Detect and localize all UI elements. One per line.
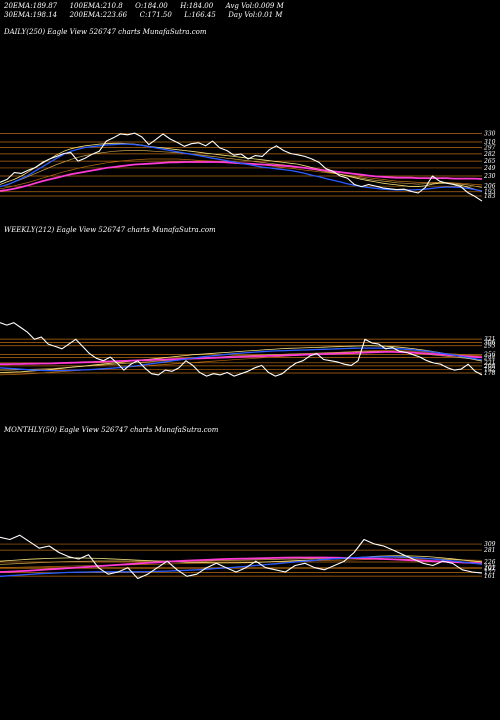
ema200-label: 200EMA: (69, 11, 103, 19)
weekly-price-line (0, 322, 483, 377)
daily-ema-mid-line (0, 150, 483, 188)
header-row-2: 30EMA:198.14 200EMA:223.66 C:171.50 L:16… (4, 11, 282, 19)
weekly-ema-blue-line (0, 347, 483, 372)
weekly-ema-magenta-line (0, 350, 483, 366)
weekly-level-label: 244 (483, 354, 496, 361)
weekly-ema-fast-line (0, 345, 483, 373)
weekly-level-label: 192 (484, 367, 496, 374)
monthly-level-label: 161 (484, 573, 495, 580)
low-value: 166.45 (191, 11, 216, 19)
monthly-level-label: 201 (483, 564, 495, 571)
weekly-level-label: 256 (483, 352, 496, 359)
daily-price-line (0, 132, 483, 202)
daily-ema-fast-line (0, 142, 483, 192)
daily-level-label: 297 (483, 145, 496, 152)
daily-level-label: 193 (484, 189, 496, 196)
daily-panel-title: DAILY(250) Eagle View 526747 charts Muna… (4, 28, 207, 36)
ema20-label: 20EMA: (4, 2, 33, 10)
open-label: O: (135, 2, 144, 10)
open-value: 184.00 (143, 2, 168, 10)
header-row-1: 20EMA:189.87 100EMA:210.8 O:184.00 H:184… (4, 2, 284, 10)
weekly-level-label: 293 (483, 343, 496, 350)
monthly-level-label: 177 (484, 570, 496, 577)
weekly-panel-title: WEEKLY(212) Eagle View 526747 charts Mun… (4, 226, 216, 234)
monthly-ema-magenta-line (0, 556, 483, 573)
weekly-level-label: 321 (484, 336, 495, 343)
weekly-level-label: 306 (484, 340, 496, 347)
close-value: 171.50 (147, 11, 172, 19)
day-vol-value: 0.01 M (257, 11, 283, 19)
weekly-level-label: 221 (483, 360, 495, 367)
weekly-level-label: 208 (483, 363, 496, 370)
avg-vol-value: 0.009 M (254, 2, 284, 10)
ema30-label: 30EMA: (4, 11, 33, 19)
ema100-label: 100EMA: (69, 2, 103, 10)
daily-level-label: 282 (483, 151, 496, 158)
day-vol-label: Day Vol: (228, 11, 258, 19)
monthly-level-label: 309 (484, 541, 496, 548)
daily-level-label: 265 (483, 158, 496, 165)
low-label: L: (184, 11, 192, 19)
ema30-value: 198.14 (32, 11, 58, 19)
monthly-ema-blue-line (0, 556, 483, 577)
ema200-value: 223.66 (102, 11, 128, 19)
monthly-price-line (0, 534, 483, 580)
daily-level-label: 330 (484, 131, 496, 138)
daily-level-label: 183 (484, 193, 496, 200)
daily-level-label: 206 (483, 183, 496, 190)
monthly-level-label: 197 (484, 565, 496, 572)
avg-vol-label: Avg Vol: (225, 2, 255, 10)
daily-ema-blue-line (0, 143, 483, 192)
monthly-level-label: 281 (483, 547, 495, 554)
weekly-level-label: 178 (484, 370, 496, 377)
daily-level-label: 230 (483, 173, 496, 180)
close-label: C: (139, 11, 148, 19)
high-value: 184.00 (188, 2, 214, 10)
daily-level-label: 249 (483, 165, 496, 172)
ema20-value: 189.87 (32, 2, 58, 10)
ema100-value: 210.8 (102, 2, 123, 10)
daily-level-label: 310 (484, 139, 496, 146)
monthly-panel-title: MONTHLY(50) Eagle View 526747 charts Mun… (4, 426, 219, 434)
high-label: H: (180, 2, 189, 10)
monthly-level-label: 226 (483, 559, 496, 566)
